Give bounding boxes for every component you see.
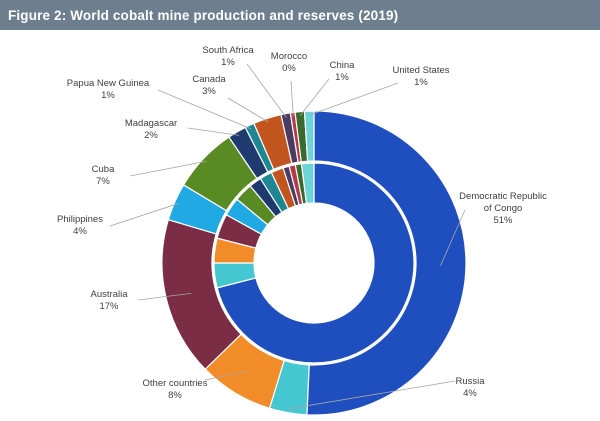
leader-line-morocco: [290, 80, 294, 117]
leader-lines: [109, 63, 466, 410]
data-label-russia: Russia 4%: [455, 376, 485, 399]
title-bar: Figure 2: World cobalt mine production a…: [0, 0, 600, 30]
leader-line-australia: [137, 292, 192, 301]
data-label-morocco: Morocco 0%: [271, 51, 307, 74]
data-label-other-countries: Other countries 8%: [143, 378, 208, 401]
data-label-philippines: Philippines 4%: [57, 214, 103, 237]
chart-title: Figure 2: World cobalt mine production a…: [8, 8, 399, 23]
inner-slice-united-states: [300, 162, 315, 205]
data-labels: Democratic Republic of Congo 51% Russia 4% Ot…: [57, 45, 547, 401]
leader-line-madagascar: [187, 127, 240, 136]
data-label-papua-new-guinea: Papua New Guinea 1%: [67, 78, 150, 101]
leader-line-south-africa: [246, 63, 287, 118]
leader-line-canada: [227, 97, 269, 123]
leader-line-philippines: [109, 203, 179, 227]
outer-slice-democratic-republic-of-congo: [306, 110, 467, 416]
data-label-china: China 1%: [330, 60, 356, 83]
data-label-canada: Canada 3%: [192, 74, 226, 97]
inner-ring: [213, 162, 415, 364]
outer-slice-united-states: [303, 110, 315, 162]
leader-line-china: [299, 78, 330, 116]
leader-line-other-countries: [204, 370, 249, 381]
leader-line-united-states: [309, 82, 399, 116]
leader-line-russia: [288, 380, 456, 410]
inner-slice-democratic-republic-of-congo: [216, 162, 415, 364]
data-label-cuba: Cuba 7%: [92, 164, 115, 187]
data-label-australia: Australia 17%: [91, 289, 129, 312]
data-label-south-africa: South Africa 1%: [202, 45, 254, 68]
leader-line-papua-new-guinea: [157, 89, 252, 130]
data-label-madagascar: Madagascar 2%: [125, 118, 177, 141]
leader-line-democratic-republic-of-congo: [440, 209, 466, 267]
data-label-democratic-republic-of-congo: Democratic Republic of Congo 51%: [459, 191, 547, 226]
leader-line-cuba: [129, 160, 207, 177]
outer-ring: [161, 110, 467, 416]
data-label-united-states: United States 1%: [392, 65, 449, 88]
